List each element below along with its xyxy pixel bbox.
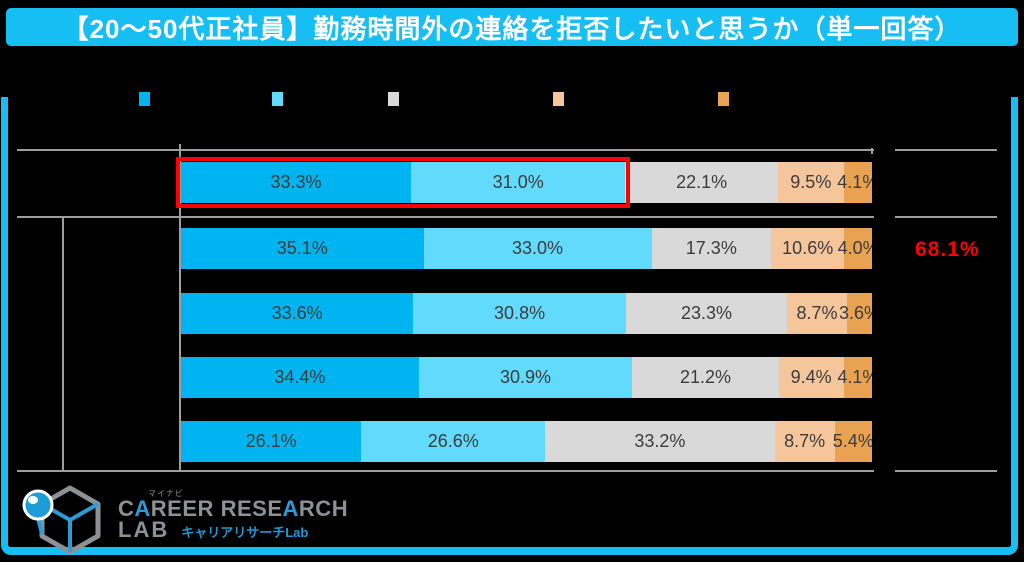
bar-segment-label: 10.6% (782, 238, 834, 258)
bar-chart: 33.3%31.0%22.1%9.5%4.1%35.1%33.0%17.3%10… (181, 0, 872, 562)
bar-segment: 22.1% (625, 162, 778, 203)
grid-line (179, 144, 181, 472)
grid-line (17, 149, 874, 151)
bar-segment-label: 30.9% (499, 367, 551, 387)
bar-segment-label: 4.1% (837, 172, 872, 192)
bar-segment-label: 8.7% (796, 303, 838, 323)
bar-segment: 35.1% (181, 228, 424, 269)
logo: マイナビ CAREER RESEARCH LAB キャリアリサーチLab (12, 482, 348, 554)
bar-segment-label: 33.6% (271, 303, 323, 323)
annotation-value: 68.1% (915, 238, 980, 261)
bar-row: 33.3% 31.0% 22.1% 9.5%4.1% (181, 162, 872, 203)
bar-segment-label: 8.7% (784, 431, 826, 451)
bar-segment: 8.7% (774, 421, 835, 462)
bar-segment-label: 9.5% (790, 172, 832, 192)
bar-segment-label: 35.1% (276, 238, 328, 258)
bar-segment-label: 33.0% (512, 238, 564, 258)
legend-swatch (718, 92, 729, 106)
bar-segment: 33.6% (181, 293, 414, 334)
logo-wordmark: CAREER RESEARCH (118, 496, 349, 521)
bar-segment-label: 23.3% (680, 303, 732, 323)
cube-icon (22, 485, 101, 554)
bar-segment: 33.0% (423, 228, 652, 269)
logo-tiny-text: マイナビ (148, 489, 184, 498)
frame-border (1, 97, 1018, 555)
bar-segment: 5.4% (832, 421, 872, 462)
grid-line (17, 216, 874, 218)
legend-swatch (388, 92, 399, 106)
bar-segment: 30.8% (413, 293, 626, 334)
bar-segment: 26.6% (361, 421, 546, 462)
legend-swatch (553, 92, 564, 106)
bar-segment: 4.1% (837, 357, 872, 398)
bar-segment-label: 30.8% (494, 303, 546, 323)
grid-line (17, 470, 874, 472)
title-banner: 【20〜50代正社員】勤務時間外の連絡を拒否したいと思うか（単一回答） (6, 8, 1018, 46)
bar-segment: 9.4% (778, 357, 844, 398)
grid-line (895, 216, 997, 218)
bar-segment-label: 22.1% (676, 172, 728, 192)
bar-segment: 33.2% (545, 421, 775, 462)
bar-segment-label: 31.0% (492, 172, 544, 192)
bar-segment-label: 4.1% (837, 367, 872, 387)
bar-segment-label: 9.4% (790, 367, 832, 387)
logo-lab: LAB (118, 517, 170, 542)
bar-segment: 8.7% (786, 293, 848, 334)
bar-segment-label: 3.6% (839, 303, 872, 323)
bar-row: 33.6% 30.8% 23.3% 8.7%3.6% (181, 293, 872, 334)
bar-segment: 9.5% (778, 162, 844, 203)
bar-row: 26.1% 26.6% 33.2% 8.7% 5.4% (181, 421, 872, 462)
bar-segment: 3.6% (839, 293, 872, 334)
bar-row: 35.1% 33.0% 17.3% 10.6%4.0% (181, 228, 872, 269)
bar-segment: 31.0% (411, 162, 626, 203)
bar-segment-label: 5.4% (832, 431, 872, 451)
logo-text-block: マイナビ CAREER RESEARCH LAB キャリアリサーチLab (118, 489, 349, 542)
grid-line (895, 149, 997, 151)
bar-segment-label: 33.3% (270, 172, 322, 192)
bar-segment-label: 33.2% (634, 431, 686, 451)
highlight-box (176, 157, 631, 208)
bar-segment: 30.9% (418, 357, 633, 398)
bar-segment: 34.4% (181, 357, 419, 398)
bar-segment-label: 34.4% (274, 367, 326, 387)
grid-line (871, 148, 873, 154)
bar-segment-label: 21.2% (679, 367, 731, 387)
bar-segment: 4.1% (837, 162, 872, 203)
bar-row: 34.4% 30.9% 21.2% 9.4%4.1% (181, 357, 872, 398)
bar-segment: 10.6% (771, 228, 845, 269)
legend-swatch (139, 92, 150, 106)
bar-segment: 23.3% (625, 293, 787, 334)
bar-segment: 21.2% (632, 357, 779, 398)
logo-subtitle: キャリアリサーチLab (181, 525, 309, 540)
chart-title: 【20〜50代正社員】勤務時間外の連絡を拒否したいと思うか（単一回答） (62, 13, 962, 44)
bar-segment-label: 17.3% (685, 238, 737, 258)
grid-line (62, 216, 64, 472)
bar-segment: 4.0% (838, 228, 872, 269)
bar-segment-label: 26.1% (245, 431, 297, 451)
bar-segment: 26.1% (181, 421, 362, 462)
legend-swatch (272, 92, 283, 106)
bar-segment-label: 4.0% (837, 238, 872, 258)
bar-segment: 17.3% (651, 228, 772, 269)
bar-segment-label: 26.6% (427, 431, 479, 451)
bar-segment: 33.3% (181, 162, 412, 203)
grid-line (895, 470, 997, 472)
